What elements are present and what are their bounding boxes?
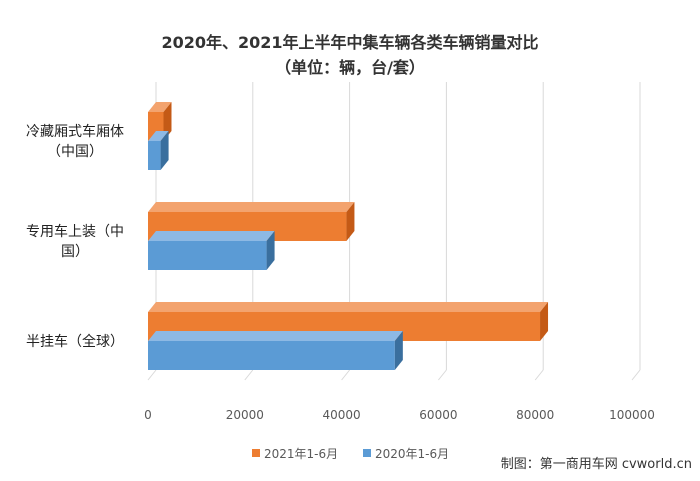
chart-credit: 制图：第一商用车网 cvworld.cn bbox=[501, 456, 692, 472]
bar-side bbox=[346, 202, 355, 241]
bar-front bbox=[148, 341, 395, 370]
bar-side bbox=[266, 231, 275, 270]
bar-side bbox=[160, 131, 169, 170]
legend-label: 2020年1-6月 bbox=[375, 447, 449, 461]
category-labels: 冷藏厢式车厢体 （中国） 专用车上装（中国） 半挂车（全球） bbox=[26, 123, 124, 350]
bar-top bbox=[148, 331, 403, 341]
chart-title: 2020年、2021年上半年中集车辆各类车辆销量对比 bbox=[161, 33, 538, 52]
bar bbox=[148, 231, 275, 270]
x-tick-label: 40000 bbox=[323, 408, 361, 422]
bar bbox=[148, 331, 403, 370]
x-tick-label: 20000 bbox=[226, 408, 264, 422]
x-tick-label: 100000 bbox=[609, 408, 655, 422]
bar-top bbox=[148, 231, 275, 241]
bar-top bbox=[148, 102, 172, 112]
bar-top bbox=[148, 131, 169, 141]
chart-subtitle: （单位：辆，台/套） bbox=[275, 58, 425, 77]
bar-side bbox=[540, 302, 549, 341]
gridline-floor bbox=[244, 369, 254, 381]
legend-swatch bbox=[252, 449, 260, 457]
x-tick-label: 0 bbox=[144, 408, 152, 422]
category-label: 国） bbox=[61, 244, 89, 260]
legend-label: 2021年1-6月 bbox=[264, 447, 338, 461]
legend: 2021年1-6月 2020年1-6月 bbox=[252, 447, 449, 461]
bar-top bbox=[148, 302, 549, 312]
category-label: 冷藏厢式车厢体 bbox=[26, 123, 124, 140]
bar-front bbox=[148, 141, 161, 170]
bar bbox=[148, 131, 169, 170]
bar-top bbox=[148, 202, 355, 212]
bar-front bbox=[148, 241, 267, 270]
x-tick-label: 60000 bbox=[419, 408, 457, 422]
legend-item: 2020年1-6月 bbox=[363, 447, 449, 461]
x-tick-label: 80000 bbox=[516, 408, 554, 422]
bars bbox=[148, 102, 549, 370]
gridline-floor bbox=[438, 369, 447, 381]
category-label: （中国） bbox=[47, 144, 103, 160]
legend-item: 2021年1-6月 bbox=[252, 447, 338, 461]
category-label: 专用车上装（中 bbox=[26, 223, 124, 240]
gridline-floor bbox=[341, 369, 350, 381]
legend-swatch bbox=[363, 449, 371, 457]
category-label: 半挂车（全球） bbox=[26, 333, 124, 350]
x-tick-labels: 0 20000 40000 60000 80000 100000 bbox=[144, 408, 655, 422]
gridline-floor bbox=[631, 369, 641, 381]
gridline-floor bbox=[534, 369, 544, 381]
gridline-floor bbox=[147, 369, 157, 381]
bar-side bbox=[394, 331, 403, 370]
